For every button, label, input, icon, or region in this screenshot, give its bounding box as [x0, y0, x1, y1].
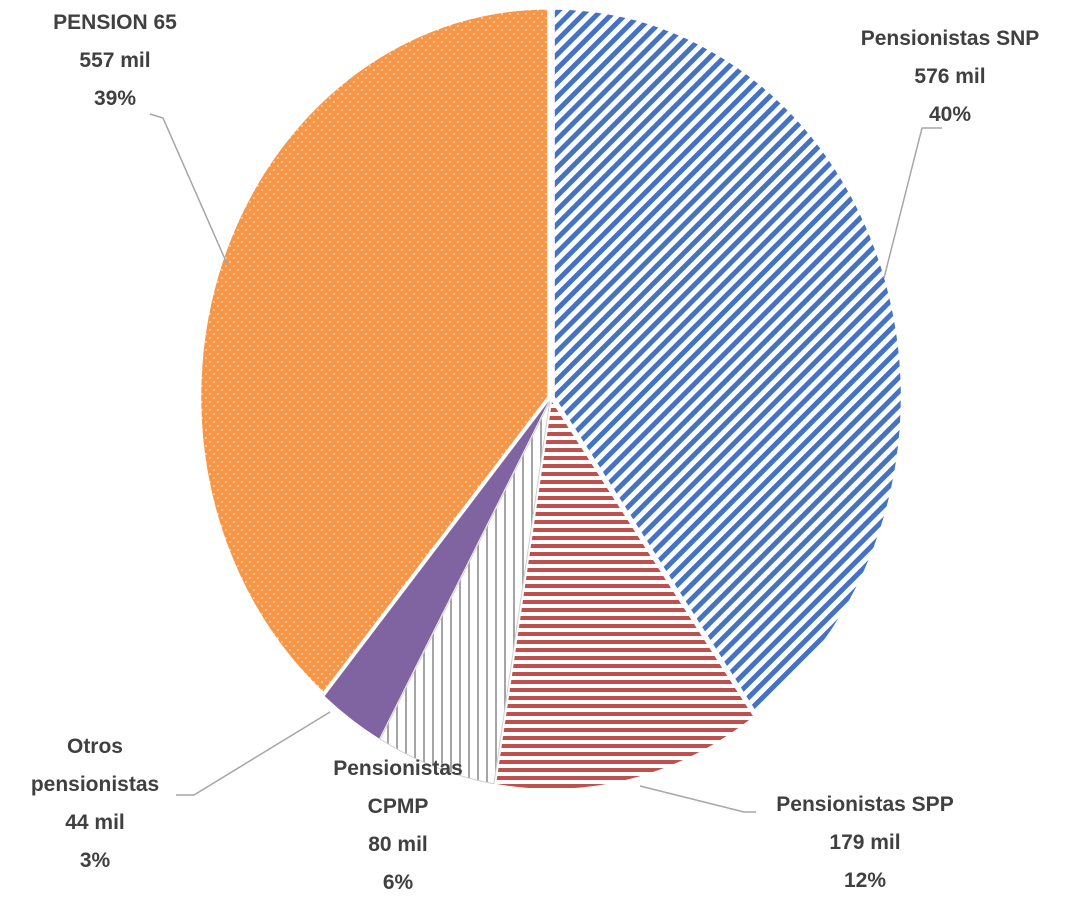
value-label: 44 mil	[65, 811, 125, 834]
category-label: Pensionistas SNP	[860, 27, 1040, 50]
category-label: Pensionistas SPP	[776, 793, 954, 816]
data-label: Pensionistas SNP 576 mil 40%	[820, 20, 1080, 134]
value-label: 557 mil	[79, 49, 151, 72]
data-label: Otros pensionistas 44 mil 3%	[15, 728, 175, 880]
data-label: PENSION 65 557 mil 39%	[15, 4, 215, 118]
leader-line	[883, 127, 942, 279]
percentage-label: 6%	[382, 871, 414, 894]
pie-slice	[496, 401, 754, 789]
percentage-label: 39%	[93, 87, 137, 110]
percentage-label: 12%	[843, 869, 887, 892]
value-label: 576 mil	[914, 65, 986, 88]
category-label: PENSION 65	[53, 11, 177, 34]
pie-slice	[324, 401, 549, 739]
pie-slice	[554, 9, 901, 712]
data-label: Pensionistas SPP 179 mil 12%	[735, 786, 995, 900]
leader-line	[149, 113, 229, 267]
category-label: Pensionistas CPMP	[333, 757, 463, 818]
percentage-label: 40%	[928, 103, 972, 126]
percentage-label: 3%	[79, 849, 111, 872]
leader-line	[176, 711, 331, 796]
pie-slice	[379, 401, 551, 785]
leader-line	[639, 785, 756, 813]
pie-slice	[201, 9, 548, 692]
leader-lines	[149, 113, 942, 813]
data-label: Pensionistas CPMP 80 mil 6%	[313, 750, 483, 902]
value-label: 179 mil	[829, 831, 901, 854]
category-label: Otros pensionistas	[30, 735, 160, 796]
value-label: 80 mil	[368, 833, 428, 856]
